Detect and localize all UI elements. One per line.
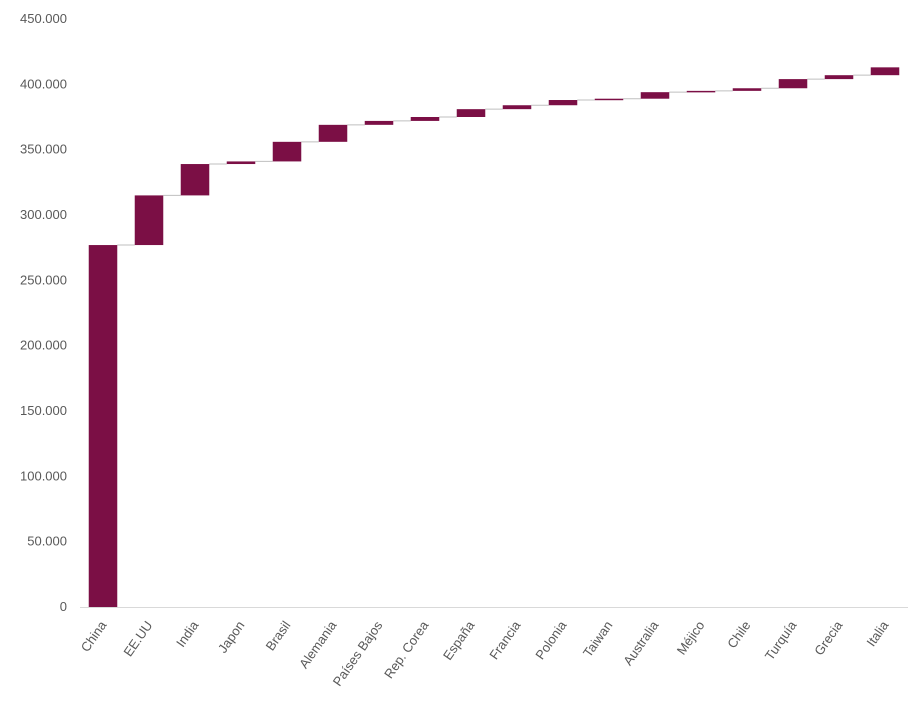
x-tick-label: España [440,617,478,662]
x-tick-label: Alemania [296,617,340,671]
bars [88,67,900,607]
bar-12 [640,92,670,99]
y-tick-label: 200.000 [20,338,67,353]
x-tick-label: Taiwan [580,618,615,660]
y-tick-label: 400.000 [20,76,67,91]
x-tick-label: Rep. Corea [381,617,432,681]
bar-5 [318,124,348,142]
bar-4 [272,141,302,162]
x-tick-label: Polonia [532,617,570,662]
x-tick-label: Brasil [263,618,294,653]
y-tick-label: 150.000 [20,403,67,418]
x-tick-label: Australia [620,617,662,668]
x-tick-label: India [173,617,202,649]
x-axis: China EE.UU India Japon Brasil AlemaniaPaíses… [78,607,908,689]
x-tick-label: Japon [215,618,248,656]
y-tick-label: 450.000 [20,11,67,26]
y-axis: 0 50.000 100.000 150.000 200.000 250.000 300.0… [20,11,67,614]
bar-10 [548,100,578,106]
x-tick-label: Chile [724,618,753,651]
bar-11 [594,98,624,101]
y-tick-label: 50.000 [27,534,67,549]
y-tick-label: 300.000 [20,207,67,222]
x-tick-label: EE.UU [120,618,155,659]
y-tick-label: 250.000 [20,272,67,287]
bar-15 [778,79,808,89]
x-tick-label: Francia [486,617,524,662]
x-tick-label: China [78,617,110,654]
bar-14 [732,88,762,91]
bar-3 [226,161,256,165]
bar-6 [364,120,394,125]
y-tick-label: 0 [60,599,67,614]
bar-9 [502,105,532,110]
bar-1 [134,195,164,246]
bar-13 [686,90,716,93]
bar-8 [456,109,486,117]
x-tick-label: Méjico [674,618,708,657]
y-tick-label: 350.000 [20,142,67,157]
bar-17 [870,67,900,76]
y-tick-label: 100.000 [20,468,67,483]
x-tick-label: Turquía [762,617,800,663]
bar-16 [824,75,854,80]
x-tick-label: Grecia [811,617,846,658]
connector-lines [117,74,871,246]
x-tick-label: Italia [863,617,891,649]
bar-0 [88,245,118,607]
bar-2 [180,164,210,196]
bar-7 [410,117,440,121]
